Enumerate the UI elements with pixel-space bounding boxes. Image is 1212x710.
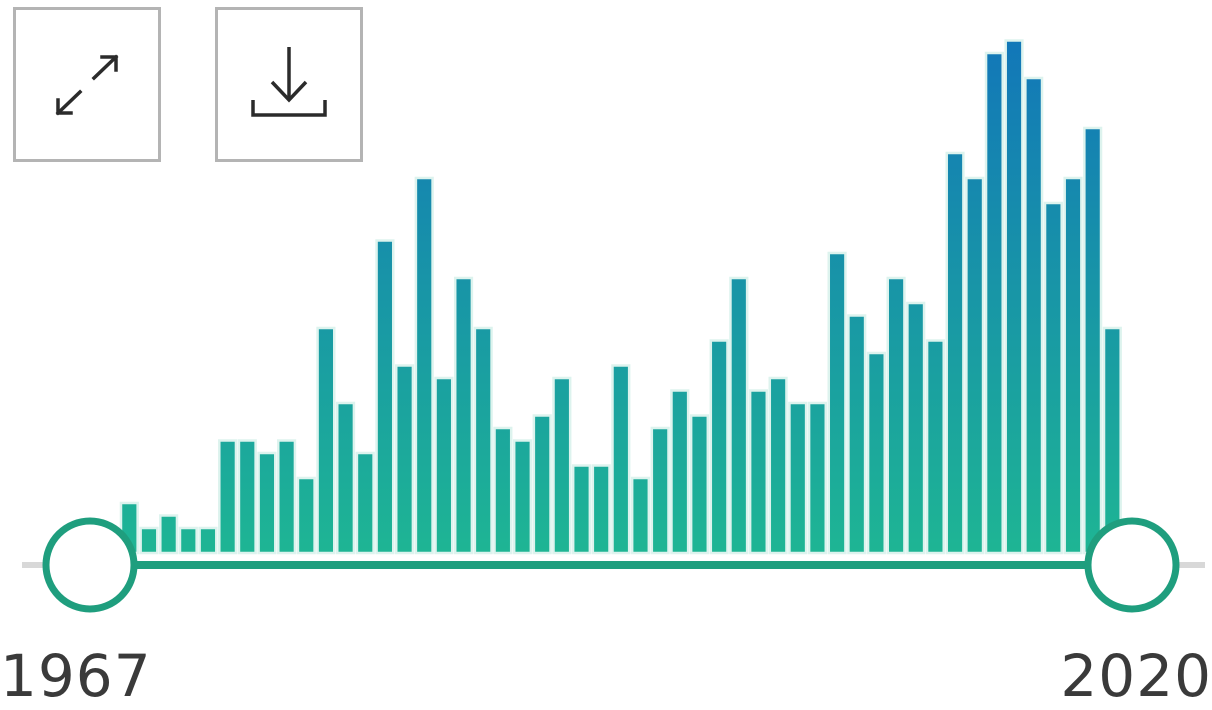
histogram-bar: [552, 376, 572, 555]
histogram-bar: [493, 426, 513, 555]
histogram-bars: [100, 39, 1122, 555]
histogram-bar: [709, 339, 729, 555]
histogram-bar: [807, 401, 828, 555]
histogram-bar: [1102, 326, 1122, 555]
histogram-bar: [473, 326, 493, 555]
histogram-bar: [925, 339, 945, 555]
histogram-bar: [394, 364, 415, 555]
histogram-bar: [296, 476, 316, 555]
histogram-bar: [768, 376, 788, 555]
histogram-bar: [512, 439, 533, 555]
histogram-bar: [336, 401, 356, 555]
histogram-bar: [1063, 176, 1083, 555]
histogram-bar: [178, 526, 198, 555]
histogram-bar: [355, 451, 375, 555]
histogram-bar: [316, 326, 336, 555]
histogram-bar: [1083, 126, 1103, 555]
histogram-bar: [689, 414, 710, 555]
histogram-bar: [866, 351, 886, 555]
histogram-bar: [729, 276, 749, 555]
histogram-bar: [788, 401, 808, 555]
expand-arrows-icon: [55, 54, 119, 115]
histogram-bar: [414, 176, 434, 555]
range-end-label: 2020: [1060, 642, 1212, 710]
histogram-bar: [591, 464, 611, 555]
histogram-bar: [1004, 39, 1024, 555]
histogram-bar: [198, 526, 218, 555]
histogram-bar: [847, 314, 867, 555]
download-icon: [251, 46, 327, 117]
histogram-bar: [906, 301, 926, 555]
histogram-bar: [1024, 76, 1044, 555]
histogram-bar: [453, 276, 474, 555]
histogram-bar: [237, 439, 257, 555]
histogram-bar: [139, 526, 159, 555]
histogram-bar: [257, 451, 277, 555]
histogram-bar: [650, 426, 670, 555]
histogram-bar: [375, 239, 395, 555]
histogram-bar: [277, 439, 297, 555]
histogram-bar: [965, 176, 985, 555]
slider-end-handle[interactable]: [1084, 517, 1180, 613]
download-button[interactable]: [215, 7, 363, 162]
histogram-bar: [827, 251, 847, 555]
histogram-bar: [571, 464, 592, 555]
histogram-bar: [984, 51, 1004, 555]
histogram-bar: [945, 151, 965, 555]
histogram-bar: [630, 476, 651, 555]
histogram-bar: [886, 276, 906, 555]
expand-button[interactable]: [13, 7, 161, 162]
histogram-bar: [434, 376, 454, 555]
range-start-label: 1967: [0, 642, 152, 710]
histogram-bar: [670, 389, 690, 555]
slider-start-handle[interactable]: [42, 517, 138, 613]
histogram-bar: [1043, 201, 1063, 555]
histogram-bar: [611, 364, 631, 555]
histogram-bar: [218, 439, 238, 555]
histogram-bar: [532, 414, 552, 555]
histogram-bar: [748, 389, 769, 555]
histogram-bar: [159, 514, 179, 555]
